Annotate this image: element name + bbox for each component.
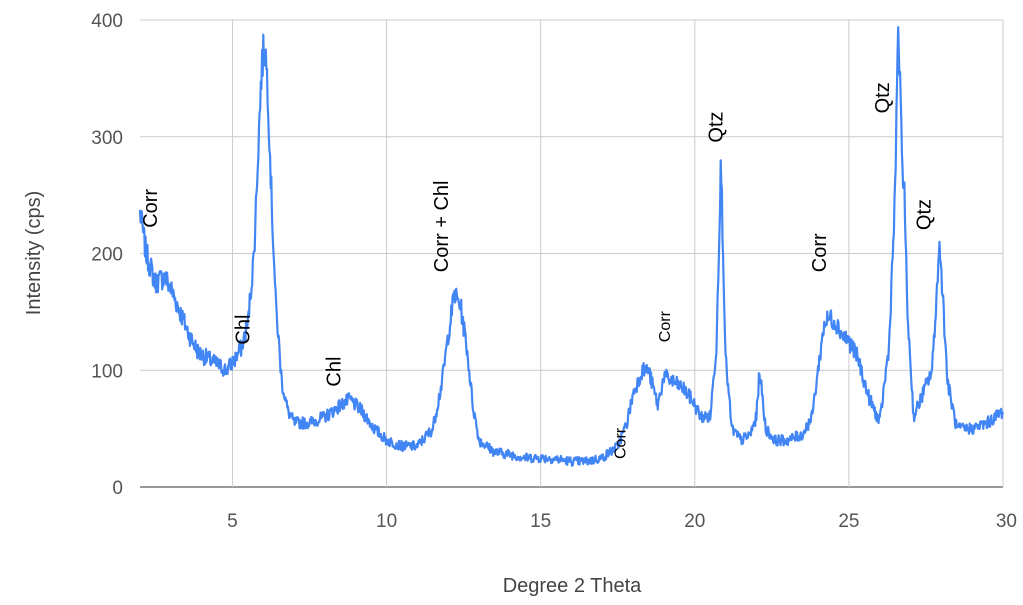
series-line — [138, 26, 1005, 467]
peak-label: Corr — [809, 233, 831, 272]
y-tick-label: 100 — [91, 361, 123, 382]
peak-label: Corr — [140, 189, 162, 228]
x-tick-label: 30 — [996, 511, 1017, 532]
x-tick-label: 5 — [227, 511, 238, 532]
peak-label: Corr — [657, 310, 674, 342]
peak-label: Chl — [232, 315, 254, 345]
gridlines — [140, 19, 1004, 488]
y-tick-label: 0 — [112, 478, 123, 499]
x-axis-title: Degree 2 Theta — [503, 575, 642, 597]
x-tick-label: 10 — [376, 511, 397, 532]
peak-label: Chl — [323, 357, 345, 387]
peak-annotations: Corr Chl Chl Corr + Chl Corr Corr Qtz Corr Qtz Qt… — [140, 82, 936, 459]
y-tick-label: 200 — [91, 245, 123, 266]
peak-label: Corr — [612, 427, 629, 459]
x-tick-label: 25 — [838, 511, 859, 532]
peak-label: Qtz — [914, 199, 936, 230]
peak-label: Qtz — [706, 111, 728, 142]
peak-label: Qtz — [872, 82, 894, 113]
y-tick-label: 300 — [91, 128, 123, 149]
y-tick-label: 400 — [91, 11, 123, 32]
series-group — [138, 26, 1005, 467]
x-axis-ticks: 5 10 15 20 25 30 — [227, 511, 1017, 532]
y-axis-title: Intensity (cps) — [23, 191, 45, 315]
y-axis-ticks: 0 100 200 300 400 — [91, 11, 123, 499]
x-tick-label: 20 — [684, 511, 705, 532]
x-tick-label: 15 — [530, 511, 551, 532]
peak-label: Corr + Chl — [431, 180, 453, 272]
